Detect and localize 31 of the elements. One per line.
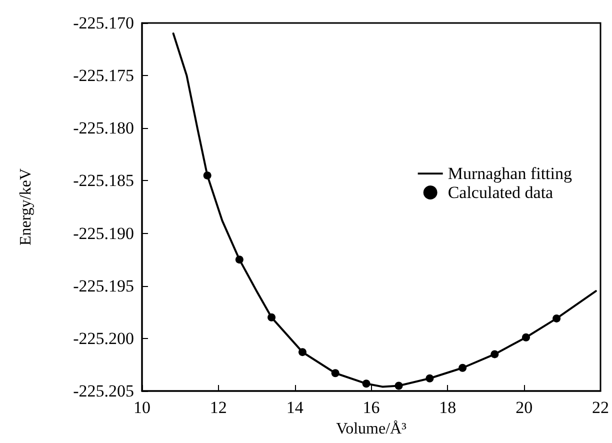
y-tick-label: -225.175	[73, 66, 134, 86]
y-tick-label: -225.180	[73, 118, 134, 138]
x-axis-title: Volume/Å³	[336, 419, 407, 438]
point	[490, 350, 499, 358]
x-tick-label: 10	[134, 398, 150, 417]
point	[522, 333, 530, 342]
y-tick-label: -225.195	[73, 276, 134, 296]
point	[458, 364, 467, 372]
x-tick-label: 12	[210, 398, 227, 417]
y-tick-label: -225.205	[73, 382, 134, 400]
x-tick-label: 16	[362, 398, 380, 417]
point	[203, 171, 212, 180]
point	[298, 348, 306, 356]
y-tick-label: -225.185	[73, 171, 134, 190]
legend-label: Murnaghan fitting	[448, 164, 572, 183]
x-tick-label: 18	[439, 398, 456, 417]
y-tick-label: -225.200	[73, 328, 134, 348]
y-axis-title: Energy/keV	[18, 168, 34, 246]
point	[331, 369, 340, 378]
point	[362, 380, 370, 388]
point	[235, 256, 244, 264]
point	[268, 313, 276, 322]
y-tick-label: -225.170	[73, 14, 134, 32]
legend-label: Calculated data	[448, 183, 554, 202]
point	[426, 374, 434, 382]
x-tick-label: 20	[516, 398, 533, 417]
y-tick-label: -225.190	[73, 224, 134, 243]
x-tick-label: 22	[592, 398, 609, 417]
point	[552, 314, 561, 322]
point	[394, 382, 403, 390]
x-tick-label: 14	[286, 398, 304, 417]
